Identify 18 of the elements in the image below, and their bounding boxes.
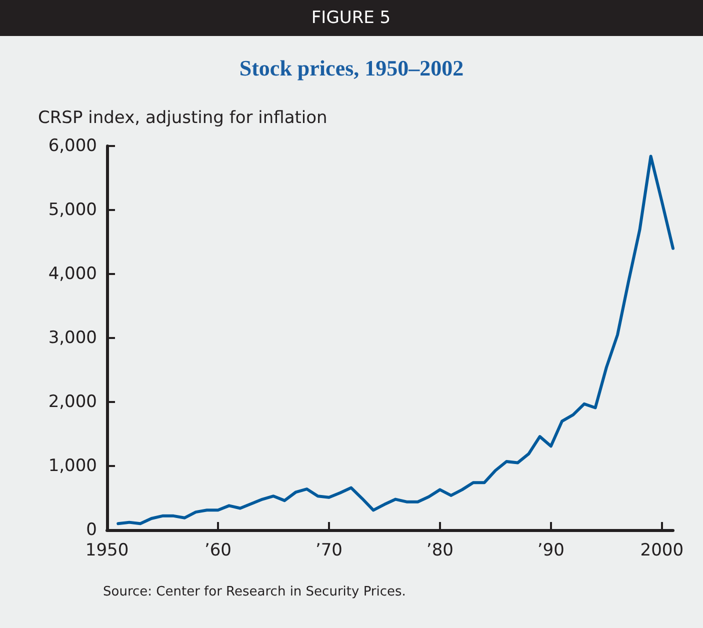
y-tick-label: 0 <box>86 520 97 540</box>
line-series <box>116 154 674 526</box>
source-note: Source: Center for Research in Security Prices. <box>103 584 406 600</box>
caption: FIGURE 5 <box>311 8 391 28</box>
chart-title: Stock prices, 1950–2002 <box>239 56 464 80</box>
y-tick-label: 2,000 <box>48 392 97 412</box>
y-tick-label: 4,000 <box>48 264 97 284</box>
x-tick-label: ’70 <box>315 540 342 560</box>
y-tick-label: 1,000 <box>48 456 97 476</box>
y-axis-title: CRSP index, adjusting for inflation <box>38 108 328 128</box>
y-tick-label: 6,000 <box>48 136 97 156</box>
y-tick-label: 5,000 <box>48 200 97 220</box>
x-tick-label: ’80 <box>426 540 454 560</box>
x-tick-label: ’90 <box>537 540 564 560</box>
x-tick-label: 1950 <box>85 540 129 560</box>
x-tick-label: ’60 <box>204 540 232 560</box>
x-tick-label: 2000 <box>640 540 684 560</box>
y-tick-label: 3,000 <box>48 328 97 348</box>
